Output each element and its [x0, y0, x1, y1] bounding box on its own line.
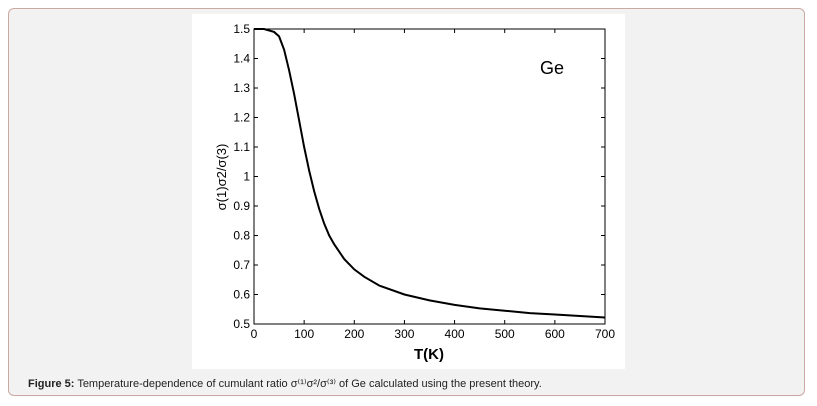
- y-tick-label: 1.4: [233, 52, 250, 66]
- y-tick-label: 1: [243, 170, 250, 184]
- y-axis-label: σ(1)σ2/σ(3): [214, 144, 229, 211]
- series-annotation: Ge: [540, 58, 564, 78]
- x-tick-label: 0: [251, 327, 258, 341]
- x-tick-label: 600: [545, 327, 565, 341]
- x-tick-label: 500: [495, 327, 515, 341]
- x-axis-label: T(K): [414, 346, 444, 363]
- y-tick-label: 0.9: [233, 199, 250, 213]
- x-tick-label: 700: [595, 327, 615, 341]
- y-tick-label: 1.3: [233, 81, 250, 95]
- x-tick-label: 200: [344, 327, 364, 341]
- caption-text: Temperature-dependence of cumulant ratio…: [77, 378, 542, 390]
- y-tick-label: 0.7: [233, 258, 250, 272]
- y-tick-label: 1.5: [233, 22, 250, 36]
- axis-ticks: 0 100 200 300 400 500 600 700 0.5 0.6 0.7 0.8 0.9 1 1.…: [233, 22, 615, 341]
- chart-image: 0 100 200 300 400 500 600 700 0.5 0.6 0.7 0.8 0.9 1 1.…: [192, 14, 625, 369]
- series-line: [254, 28, 606, 319]
- line-chart: 0 100 200 300 400 500 600 700 0.5 0.6 0.7 0.8 0.9 1 1.…: [214, 22, 615, 363]
- caption-label: Figure 5:: [28, 378, 75, 390]
- y-tick-label: 0.5: [233, 317, 250, 331]
- y-tick-label: 0.6: [233, 288, 250, 302]
- x-tick-label: 100: [294, 327, 314, 341]
- y-tick-label: 0.8: [233, 229, 250, 243]
- y-tick-label: 1.2: [233, 111, 250, 125]
- x-tick-label: 300: [394, 327, 414, 341]
- x-tick-label: 400: [445, 327, 465, 341]
- figure-caption: Figure 5: Temperature-dependence of cumu…: [28, 377, 542, 390]
- y-tick-label: 1.1: [233, 140, 250, 154]
